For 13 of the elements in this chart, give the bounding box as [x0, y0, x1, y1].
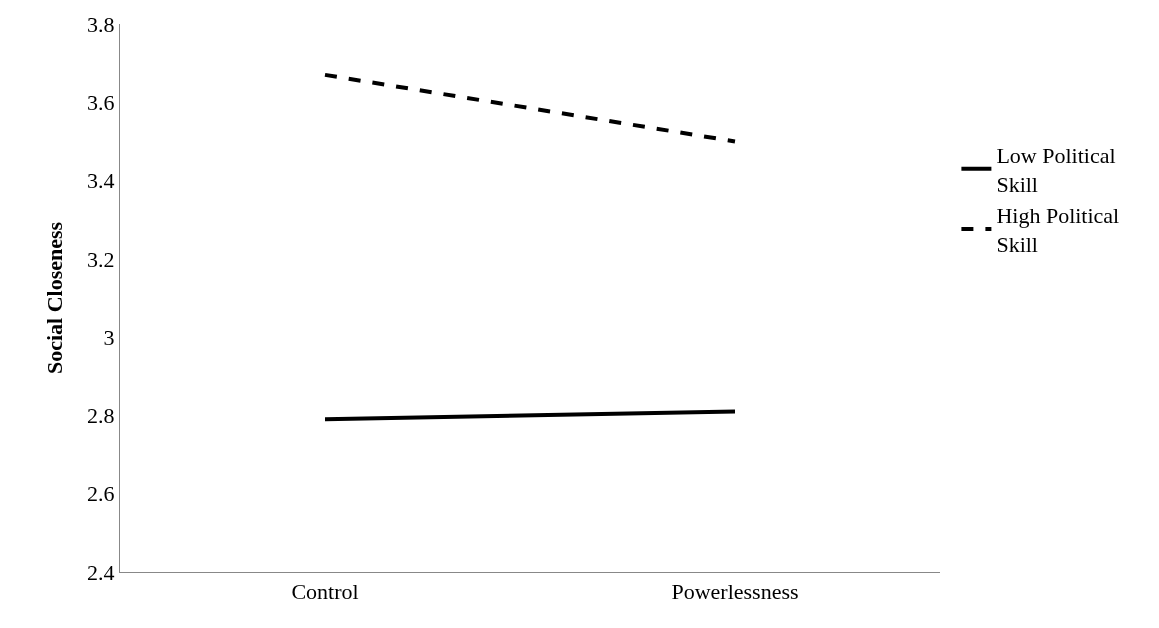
legend-label: Low Political Skill: [996, 142, 1116, 197]
y-tick-label: 3: [103, 324, 115, 350]
x-tick-label: Powerlessness: [671, 579, 799, 605]
legend-label: High Political Skill: [996, 203, 1120, 257]
y-tick-label: 3.2: [87, 246, 115, 272]
y-tick-label: 2.4: [87, 559, 115, 585]
y-tick-label: 3.4: [87, 168, 115, 194]
y-tick-label: 2.6: [87, 481, 115, 507]
y-tick-label: 3.6: [87, 89, 115, 115]
y-axis-title: Social Closeness: [41, 221, 67, 375]
y-tick-label: 3.8: [87, 11, 115, 37]
x-tick-label: Control: [291, 579, 359, 605]
y-tick-label: 2.8: [87, 403, 115, 429]
